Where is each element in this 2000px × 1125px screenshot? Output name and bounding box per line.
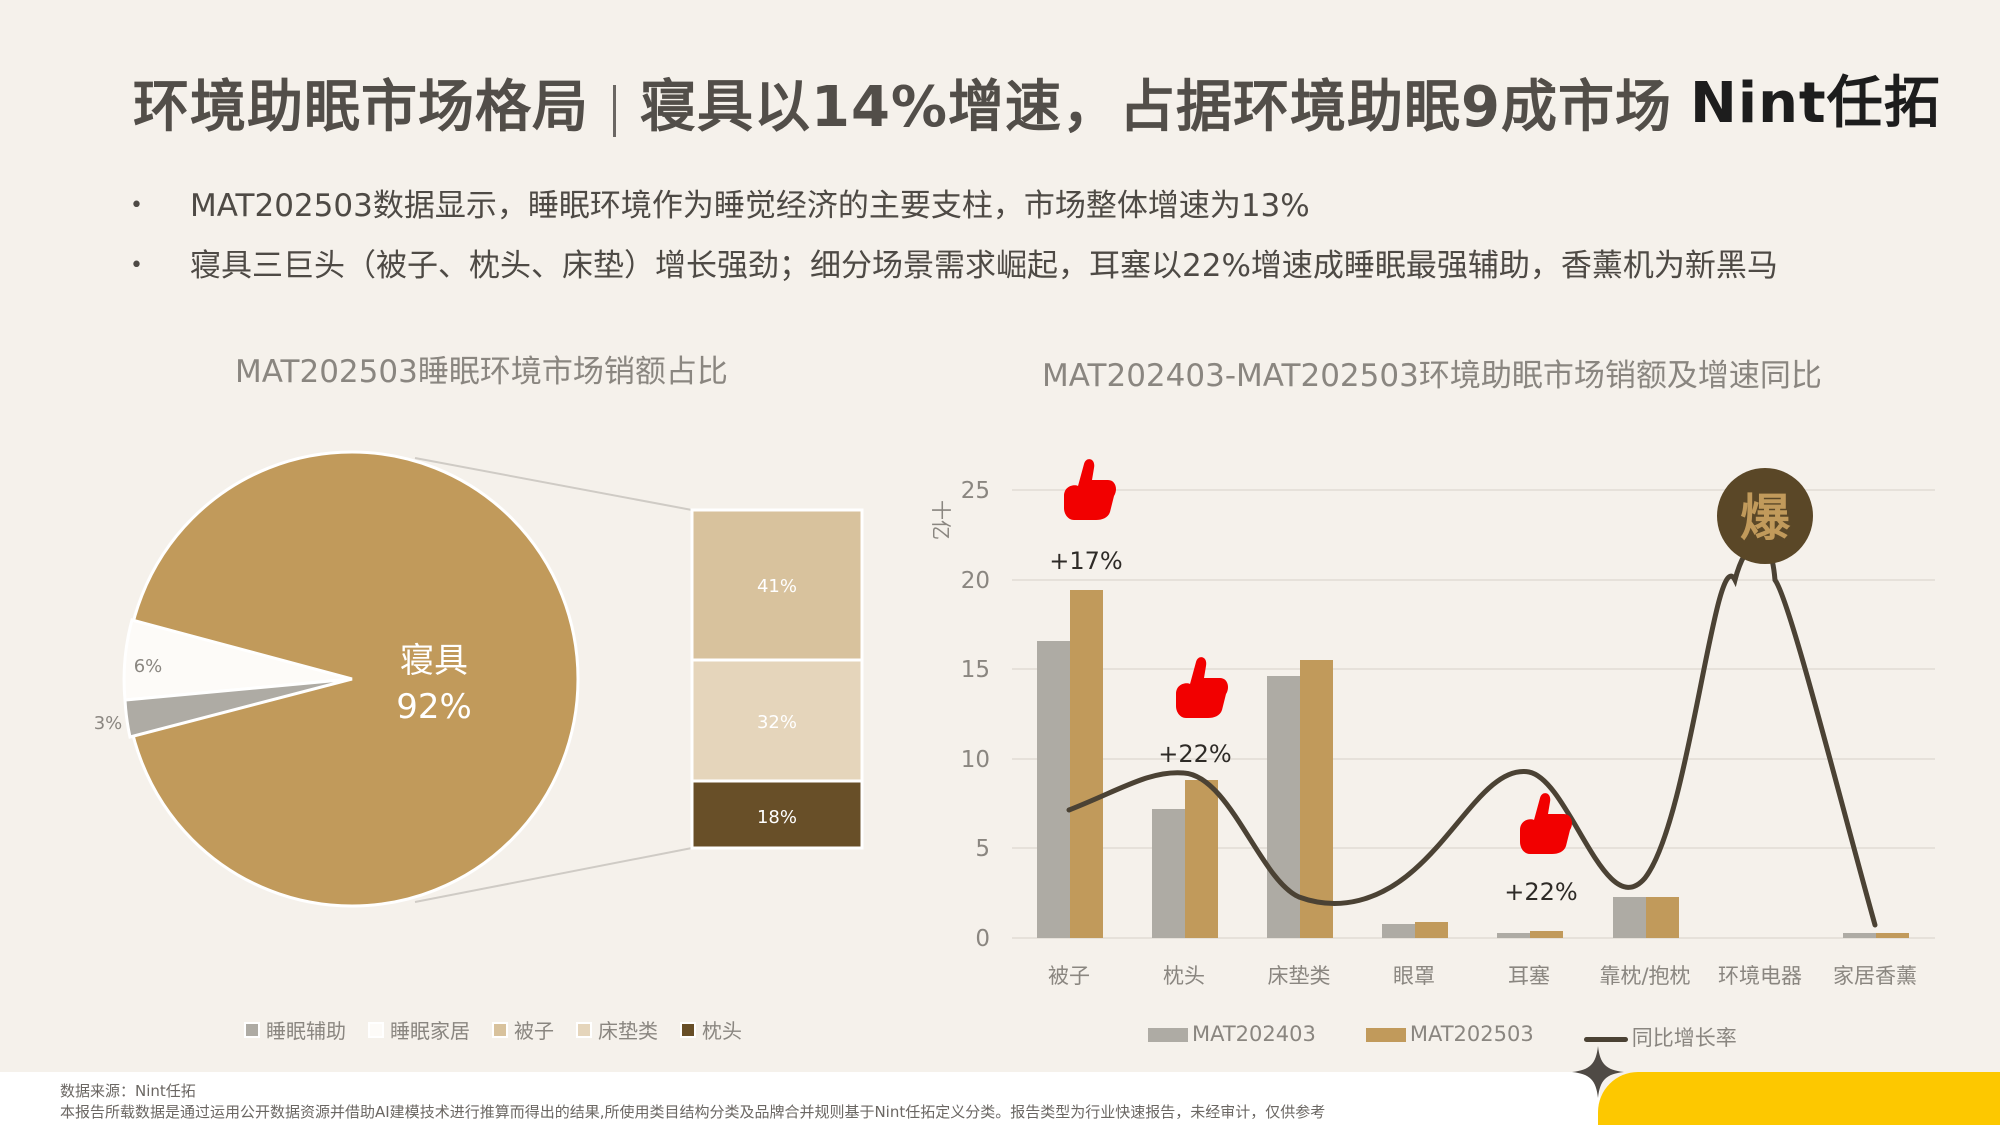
gridlines	[1012, 489, 1935, 939]
title-divider	[613, 84, 616, 137]
legend-swatch	[492, 1021, 508, 1038]
legend-swatch	[1365, 1028, 1406, 1042]
bullet-text: MAT202503数据显示，睡眠环境作为睡觉经济的主要支柱，市场整体增速为13%	[190, 188, 1310, 224]
annotation-quilt: +17%	[1049, 547, 1122, 575]
legend-item-pillow: 枕头	[680, 1015, 742, 1044]
svg-text:枕头: 枕头	[1163, 964, 1205, 988]
breakdown-mattress	[690, 658, 864, 783]
legend-label: 被子	[514, 1019, 554, 1043]
legend-swatch	[244, 1021, 260, 1038]
legend-swatch	[1148, 1028, 1188, 1042]
bar-chart-title: MAT202403-MAT202503环境助眠市场销额及增速同比	[1042, 358, 1822, 394]
boom-badge-text: 爆	[1740, 489, 1791, 547]
legend-item-sleep-aid: 睡眠辅助	[244, 1015, 346, 1044]
connector-line-bottom	[414, 847, 693, 903]
sparkle-icon	[1572, 1046, 1624, 1098]
svg-text:环境电器: 环境电器	[1718, 964, 1802, 988]
annotation-earplug: +22%	[1504, 878, 1577, 906]
page-title-left: 环境助眠市场格局	[133, 75, 589, 140]
legend-item-growth-rate: 同比增长率	[1583, 1022, 1737, 1052]
footer: 数据来源：Nint任拓 本报告所载数据是通过运用公开数据资源并借助AI建模技术进…	[0, 1072, 1600, 1125]
pie-main-label: 寝具	[400, 641, 468, 681]
legend-label: 睡眠辅助	[266, 1019, 346, 1043]
annotation-pillow: +22%	[1158, 740, 1231, 768]
breakdown-pillow	[690, 779, 864, 850]
thumbs-up-icon	[1176, 657, 1228, 718]
pie-main-value: 92%	[396, 687, 472, 727]
bullet-text: 寝具三巨头（被子、枕头、床垫）增长强劲；细分场景需求崛起，耳塞以22%增速成睡眠…	[190, 248, 1778, 284]
y-axis-label: 十亿	[929, 500, 953, 540]
footer-accent-block	[1598, 1072, 2000, 1125]
svg-text:5: 5	[975, 836, 990, 862]
legend-label: 同比增长率	[1631, 1026, 1737, 1050]
svg-text:耳塞: 耳塞	[1508, 964, 1550, 988]
nint-logo: Nint任拓	[1690, 71, 1941, 136]
data-source: 数据来源：Nint任拓	[60, 1082, 196, 1100]
y-axis-ticks: 0 5 10 15 20 25	[961, 478, 990, 952]
legend-item-mattress: 床垫类	[576, 1015, 658, 1044]
svg-text:15: 15	[961, 657, 990, 683]
legend-swatch	[576, 1021, 592, 1038]
connector-line-top	[414, 457, 693, 511]
thumbs-up-icon	[1064, 459, 1116, 520]
page-title: 环境助眠市场格局 寝具以14%增速，占据环境助眠9成市场	[133, 62, 1672, 143]
page-title-right: 寝具以14%增速，占据环境助眠9成市场	[640, 75, 1673, 140]
legend-line	[1583, 1036, 1628, 1042]
breakdown-label-pillow: 18%	[757, 807, 797, 828]
boom-badge	[1717, 468, 1813, 564]
pie-label-aid: 3%	[94, 713, 123, 734]
svg-text:家居香薰: 家居香薰	[1833, 964, 1917, 988]
legend-item-quilt: 被子	[492, 1015, 554, 1044]
pie-label-home: 6%	[134, 656, 163, 677]
legend-swatch	[680, 1021, 696, 1038]
bullet-marker: •	[130, 253, 143, 278]
pie-legend: 睡眠辅助 睡眠家居 被子 床垫类 枕头	[244, 1015, 742, 1044]
legend-item-sleep-home: 睡眠家居	[368, 1015, 470, 1044]
svg-text:被子: 被子	[1048, 964, 1090, 988]
legend-item-mat202503: MAT202503	[1365, 1022, 1534, 1052]
svg-text:20: 20	[961, 568, 990, 594]
bars-mat202403	[1037, 641, 1876, 938]
legend-item-mat202403: MAT202403	[1148, 1022, 1316, 1052]
svg-text:眼罩: 眼罩	[1393, 964, 1435, 988]
svg-text:靠枕/抱枕: 靠枕/抱枕	[1599, 964, 1690, 988]
legend-label: 床垫类	[598, 1019, 658, 1043]
legend-swatch	[368, 1021, 384, 1038]
svg-text:25: 25	[961, 478, 990, 504]
svg-text:床垫类: 床垫类	[1268, 964, 1331, 988]
breakdown-label-mattress: 32%	[757, 712, 797, 733]
bar-legend: MAT202403 MAT202503 同比增长率	[1148, 1022, 1737, 1052]
svg-text:0: 0	[975, 926, 990, 952]
x-axis-labels: 被子 枕头 床垫类 眼罩 耳塞 靠枕/抱枕 环境电器 家居香薰	[1048, 964, 1917, 988]
disclaimer: 本报告所载数据是通过运用公开数据资源并借助AI建模技术进行推算而得出的结果,所使…	[60, 1103, 1326, 1121]
legend-label: 睡眠家居	[390, 1019, 470, 1043]
legend-label: 枕头	[702, 1019, 742, 1043]
growth-rate-line	[1066, 539, 1878, 928]
breakdown-label-quilt: 41%	[757, 576, 797, 597]
svg-text:10: 10	[961, 747, 990, 773]
legend-label: MAT202403	[1192, 1022, 1316, 1046]
thumbs-up-icon	[1520, 793, 1572, 854]
pie-slice-sleep-aid	[123, 677, 353, 739]
bars-mat202503	[1070, 590, 1909, 938]
pie-chart-title: MAT202503睡眠环境市场销额占比	[235, 354, 728, 390]
legend-label: MAT202503	[1409, 1022, 1534, 1046]
bullet-marker: •	[130, 193, 143, 218]
